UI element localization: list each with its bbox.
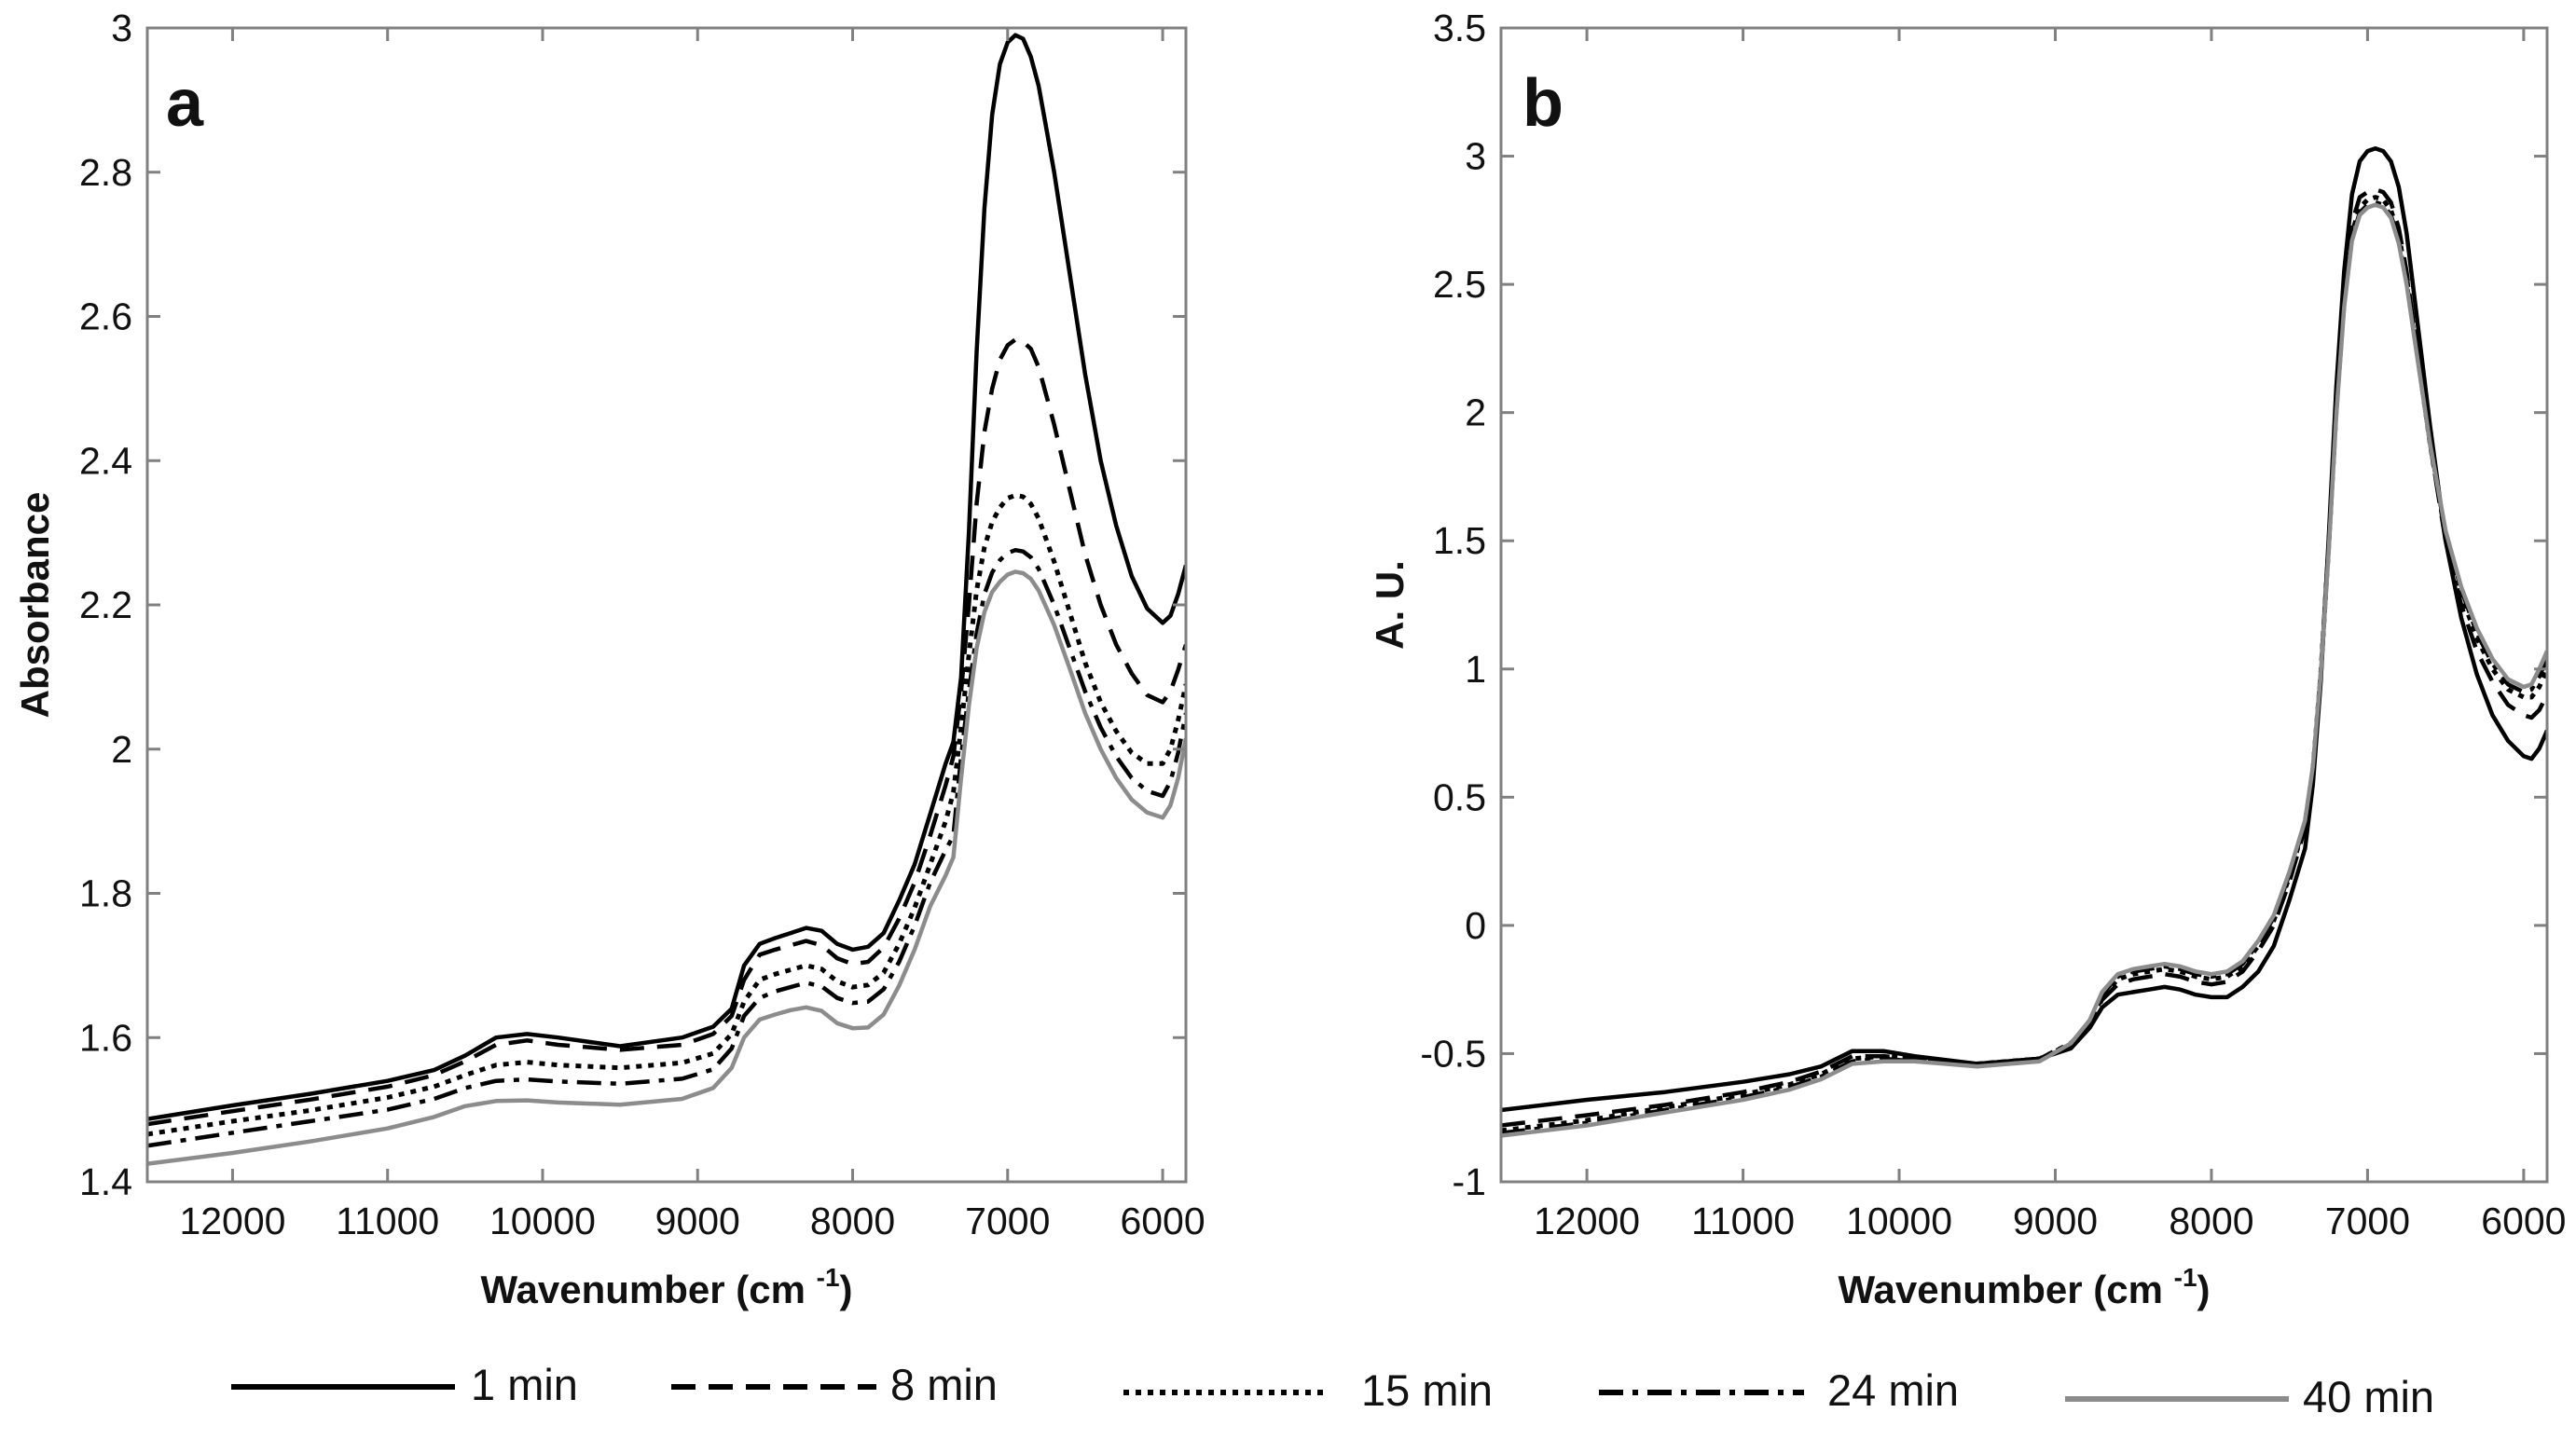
x-tick-label: 12000: [179, 1200, 285, 1242]
x-axis-label-close: ): [840, 1268, 853, 1311]
panel-a-absorbance-chart: 12000 11000 10000 9000 8000 7000 6000 1.4 1.6 1.8…: [13, 7, 1205, 1311]
x-axis-label-sup: -1: [2174, 1263, 2197, 1292]
legend-label: 8 min: [890, 1360, 998, 1409]
y-tick-label: -1: [1453, 1160, 1486, 1203]
series-line-40-min: [1501, 202, 2547, 1138]
legend-label: 24 min: [1827, 1365, 1959, 1415]
legend-item-1-min: 1 min: [231, 1360, 578, 1409]
x-tick-label: 10000: [489, 1200, 596, 1242]
y-tick-label: 0: [1465, 904, 1486, 947]
legend-label: 1 min: [471, 1360, 578, 1409]
y-tick-label: 3.5: [1433, 7, 1486, 49]
x-axis-label-main: Wavenumber (cm: [1838, 1268, 2173, 1311]
x-tick-label: 9000: [655, 1200, 740, 1242]
x-tick-label: 7000: [965, 1200, 1050, 1242]
panel-letter: b: [1522, 66, 1564, 141]
x-axis-label-close: ): [2197, 1268, 2211, 1311]
x-tick-label: 6000: [2481, 1200, 2566, 1242]
y-tick-label: -0.5: [1420, 1032, 1486, 1075]
x-axis-label: Wavenumber (cm -1): [480, 1263, 852, 1311]
y-tick-label: 2: [1465, 391, 1486, 434]
legend-item-15-min: 15 min: [1123, 1365, 1493, 1415]
y-tick-label: 2: [111, 728, 132, 771]
panel-letter: a: [166, 66, 204, 141]
x-tick-label: 12000: [1534, 1200, 1640, 1242]
y-tick-label: 2.2: [79, 583, 132, 626]
series-line-40-min: [147, 569, 1186, 1166]
y-axis-label: Absorbance: [13, 492, 57, 719]
series-group: [147, 33, 1186, 1166]
legend-label: 40 min: [2303, 1372, 2434, 1421]
x-axis-label: Wavenumber (cm -1): [1838, 1263, 2210, 1311]
x-tick-label: 8000: [2169, 1200, 2253, 1242]
axis-frame: [1499, 26, 2549, 1184]
x-tick-label: 11000: [336, 1200, 439, 1242]
y-tick-label: 2.5: [1433, 263, 1486, 306]
x-tick-label: 8000: [810, 1200, 895, 1242]
y-tick-label: 1: [1465, 648, 1486, 691]
series-line-8-min: [147, 337, 1186, 1127]
series-line-24-min: [1501, 199, 2547, 1135]
x-tick-label: 11000: [1691, 1200, 1795, 1242]
y-tick-label: 1.5: [1433, 519, 1486, 562]
chart-legend: 1 min 8 min 15 min 24 min 40 min: [231, 1360, 2434, 1421]
x-tick-label: 6000: [1120, 1200, 1205, 1242]
y-tick-label: 1.8: [79, 872, 132, 915]
panel-b-normalized-chart: 12000 11000 10000 9000 8000 7000 6000 -1 -0.5 0 0.…: [1368, 7, 2566, 1311]
x-tick-label: 9000: [2013, 1200, 2098, 1242]
x-tick-label: 10000: [1846, 1200, 1952, 1242]
y-tick-label: 1.4: [79, 1160, 132, 1203]
series-group: [1501, 146, 2547, 1138]
y-tick-label: 2.6: [79, 295, 132, 338]
series-line-1-min: [147, 33, 1186, 1121]
y-tick-label: 3: [111, 7, 132, 49]
y-tick-label: 2.4: [79, 439, 132, 482]
x-axis-label-main: Wavenumber (cm: [480, 1268, 816, 1311]
y-tick-label: 2.8: [79, 151, 132, 194]
series-line-15-min: [147, 492, 1186, 1137]
series-line-8-min: [1501, 187, 2547, 1128]
y-tick-label: 0.5: [1433, 775, 1486, 818]
y-tick-label: 1.6: [79, 1016, 132, 1059]
y-tick-label: 3: [1465, 135, 1486, 178]
axis-frame: [145, 26, 1188, 1184]
legend-label: 15 min: [1361, 1365, 1493, 1415]
x-axis-label-sup: -1: [817, 1263, 840, 1292]
x-tick-label: 7000: [2325, 1200, 2410, 1242]
legend-item-8-min: 8 min: [671, 1360, 998, 1409]
series-line-15-min: [1501, 195, 2547, 1133]
series-line-24-min: [147, 547, 1186, 1148]
series-line-1-min: [1501, 146, 2547, 1113]
y-axis-label: A. U.: [1368, 560, 1412, 650]
legend-item-24-min: 24 min: [1599, 1365, 1959, 1415]
legend-item-40-min: 40 min: [2065, 1372, 2434, 1421]
